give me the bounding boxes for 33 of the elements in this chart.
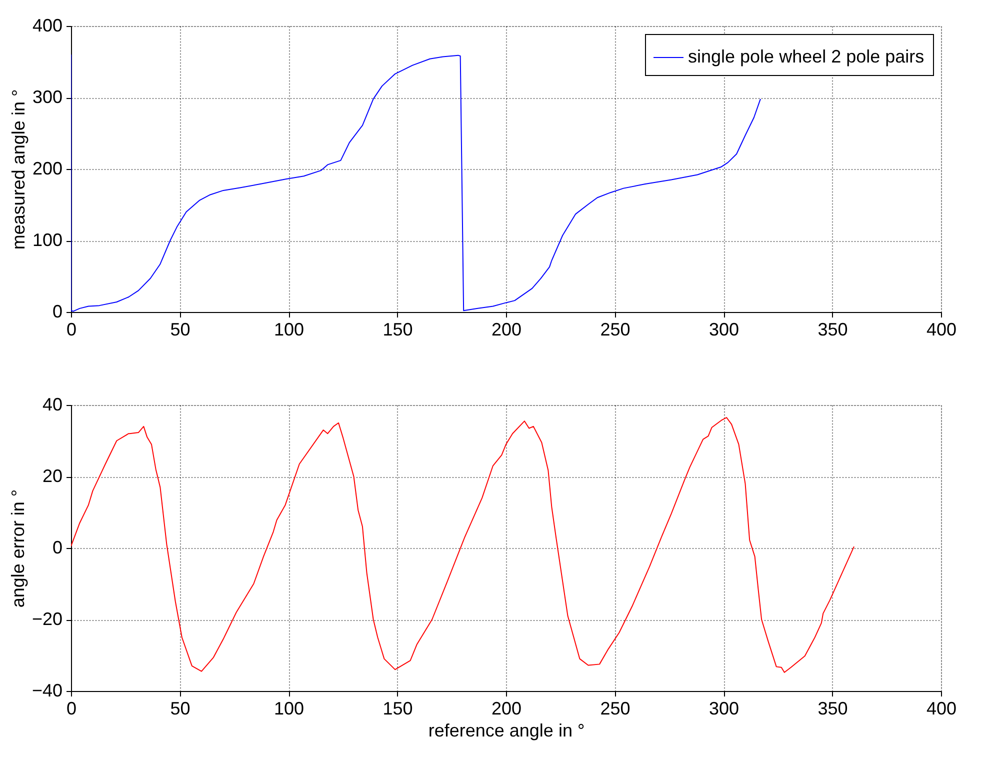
x-tick-label: 150 — [382, 698, 413, 718]
y-tick-label: −20 — [32, 609, 62, 629]
x-tick-label: 250 — [600, 320, 630, 340]
x-tick-label: 200 — [491, 698, 522, 718]
y-tick-label: 20 — [42, 466, 62, 486]
x-tick-label: 50 — [170, 698, 190, 718]
x-tick-label: 0 — [66, 320, 77, 340]
x-tick-label: 100 — [274, 698, 304, 718]
x-tick-label: 300 — [708, 320, 740, 340]
y-tick-label: 0 — [52, 538, 62, 558]
x-tick-label: 250 — [600, 698, 630, 718]
y-tick-label: 400 — [32, 16, 62, 36]
x-tick-label: 200 — [491, 320, 522, 340]
y-axis-title: angle error in ° — [8, 489, 28, 608]
y-tick-label: 300 — [32, 87, 62, 107]
x-tick-label: 400 — [926, 698, 957, 718]
x-tick-label: 300 — [708, 698, 740, 718]
y-tick-label: 100 — [32, 230, 62, 250]
y-tick-label: 200 — [32, 158, 62, 178]
x-tick-label: 150 — [382, 320, 413, 340]
y-axis-title: measured angle in ° — [8, 89, 28, 250]
x-tick-label: 350 — [818, 698, 848, 718]
y-tick-label: −40 — [32, 680, 62, 700]
line-series — [71, 417, 854, 673]
legend-label: single pole wheel 2 pole pairs — [688, 46, 924, 66]
x-tick-label: 50 — [170, 320, 190, 340]
x-tick-label: 350 — [818, 320, 848, 340]
x-tick-label: 100 — [274, 320, 304, 340]
y-tick-label: 0 — [52, 302, 62, 322]
x-tick-label: 0 — [66, 698, 77, 718]
y-tick-label: 40 — [42, 394, 62, 414]
x-axis-title: reference angle in ° — [428, 720, 585, 740]
x-tick-label: 400 — [926, 320, 957, 340]
